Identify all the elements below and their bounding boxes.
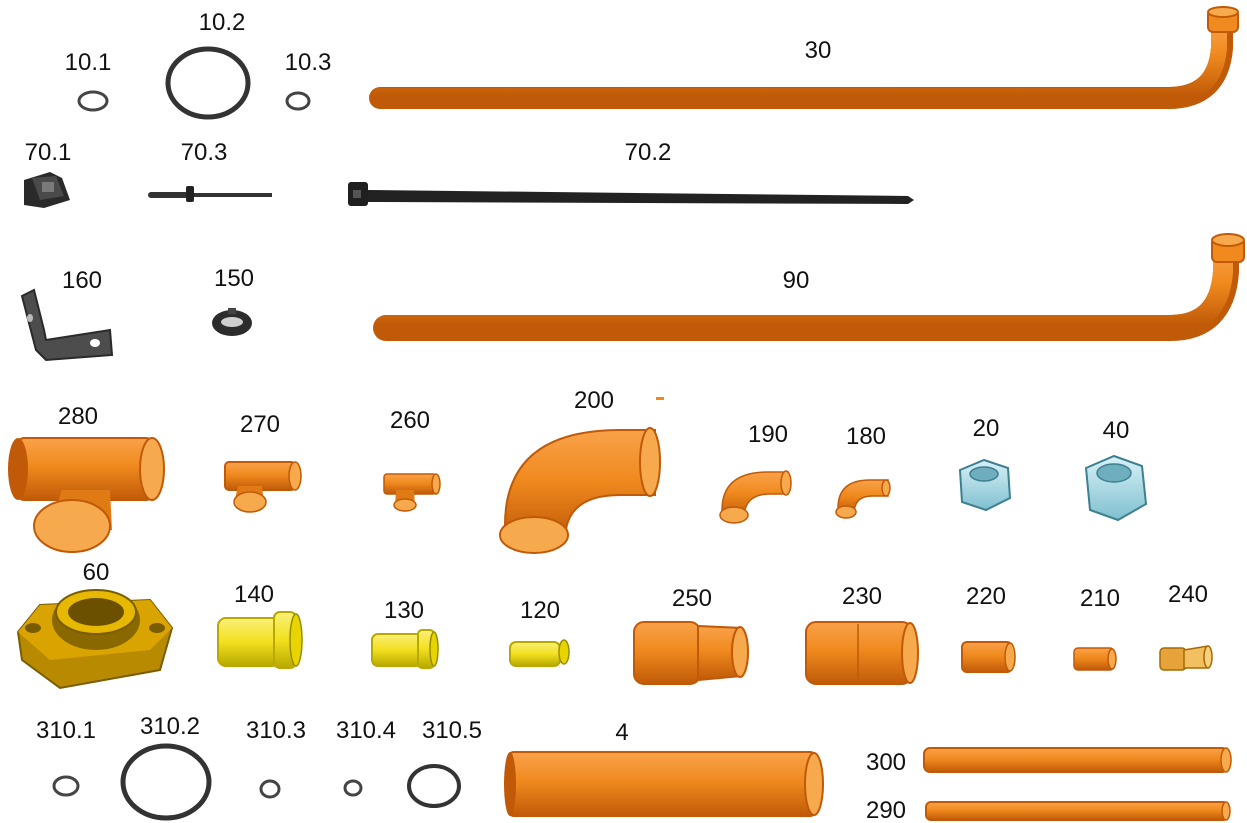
- label-150: 150: [214, 265, 254, 292]
- label-30: 30: [805, 37, 832, 64]
- part-250-reducer: [633, 621, 749, 685]
- part-270-tee: [224, 461, 302, 513]
- part-310-2-oring: [120, 743, 212, 821]
- part-70-2-cable-tie: [348, 182, 914, 206]
- part-200-elbow: [499, 427, 661, 554]
- part-70-3-rivet: [148, 186, 272, 202]
- part-90-bent-pipe: [373, 233, 1245, 341]
- part-130-brass-adapter: [371, 629, 439, 669]
- label-70-3: 70.3: [181, 139, 228, 166]
- label-70-1: 70.1: [25, 139, 72, 166]
- label-230: 230: [842, 583, 882, 610]
- part-190-elbow: [719, 470, 792, 524]
- part-260-tee: [383, 473, 441, 512]
- part-60-flange: [16, 589, 174, 690]
- part-150-grommet: [212, 308, 252, 336]
- part-210-coupling: [1073, 647, 1117, 671]
- orange-mark: [656, 397, 664, 400]
- label-130: 130: [384, 597, 424, 624]
- part-10-2-oring: [165, 46, 251, 120]
- label-10-2: 10.2: [199, 9, 246, 36]
- part-180-elbow: [835, 479, 891, 519]
- label-60: 60: [83, 559, 110, 586]
- part-30-bent-pipe: [369, 6, 1239, 109]
- part-10-1-oring: [77, 90, 109, 112]
- label-90: 90: [783, 267, 810, 294]
- part-280-tee: [8, 437, 165, 553]
- label-120: 120: [520, 597, 560, 624]
- part-310-3-oring: [259, 779, 281, 799]
- label-310-5: 310.5: [422, 717, 482, 744]
- label-4: 4: [615, 719, 628, 746]
- part-310-1-oring: [52, 775, 80, 797]
- part-20-nut: [958, 458, 1012, 512]
- label-310-1: 310.1: [36, 717, 96, 744]
- part-290-pipe: [925, 801, 1231, 821]
- part-160-bracket: [20, 288, 114, 362]
- part-240-reducer: [1159, 645, 1213, 671]
- part-120-brass-adapter: [509, 639, 570, 667]
- label-10-1: 10.1: [65, 49, 112, 76]
- label-270: 270: [240, 411, 280, 438]
- label-180: 180: [846, 423, 886, 450]
- part-300-pipe: [923, 747, 1232, 773]
- label-190: 190: [748, 421, 788, 448]
- label-20: 20: [973, 415, 1000, 442]
- part-230-coupling: [805, 621, 919, 685]
- label-160: 160: [62, 267, 102, 294]
- part-4-pipe: [504, 751, 824, 817]
- label-290: 290: [866, 797, 906, 823]
- label-140: 140: [234, 581, 274, 608]
- label-310-2: 310.2: [140, 713, 200, 740]
- label-70-2: 70.2: [625, 139, 672, 166]
- part-220-coupling: [961, 641, 1016, 673]
- part-310-4-oring: [343, 779, 363, 797]
- label-210: 210: [1080, 585, 1120, 612]
- label-280: 280: [58, 403, 98, 430]
- label-10-3: 10.3: [285, 49, 332, 76]
- part-140-brass-adapter: [217, 611, 303, 669]
- part-310-5-oring: [407, 764, 461, 808]
- label-300: 300: [866, 749, 906, 776]
- part-10-3-oring: [285, 91, 311, 111]
- part-40-nut: [1084, 454, 1148, 522]
- label-200: 200: [574, 387, 614, 414]
- label-310-4: 310.4: [336, 717, 396, 744]
- label-40: 40: [1103, 417, 1130, 444]
- label-220: 220: [966, 583, 1006, 610]
- label-260: 260: [390, 407, 430, 434]
- part-70-1-clip: [24, 172, 70, 208]
- label-250: 250: [672, 585, 712, 612]
- label-240: 240: [1168, 581, 1208, 608]
- label-310-3: 310.3: [246, 717, 306, 744]
